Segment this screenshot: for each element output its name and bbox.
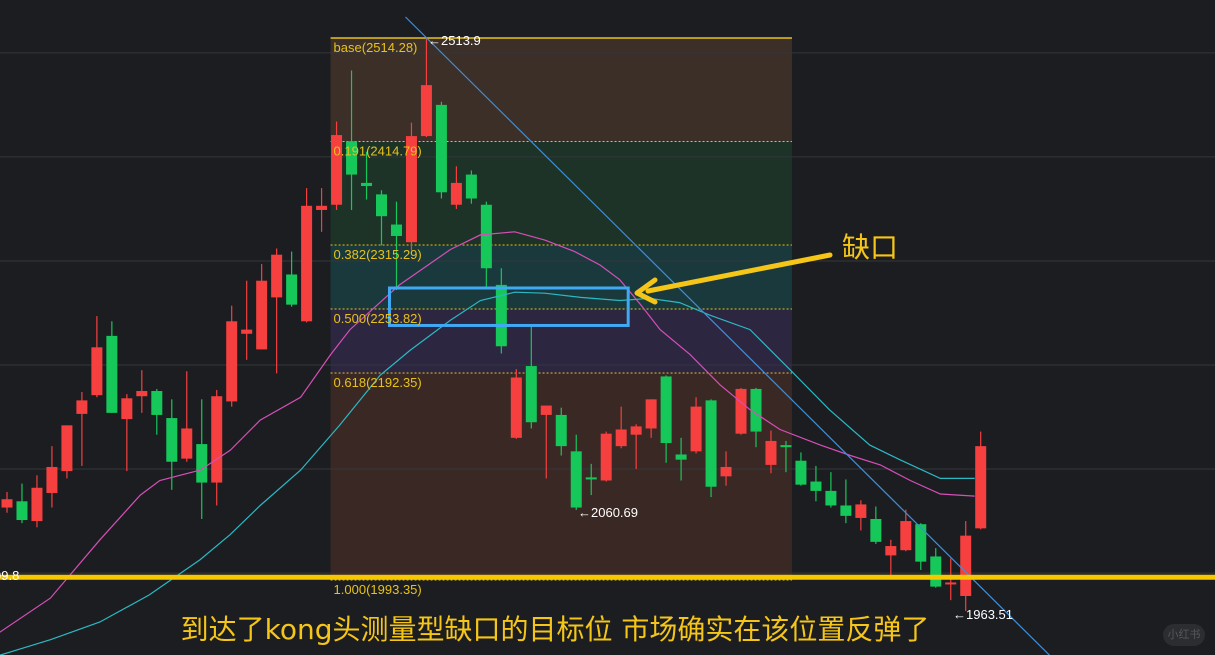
candle-up	[765, 440, 777, 465]
fib-zone	[330, 372, 792, 581]
candle-down	[106, 335, 118, 413]
candles	[1, 38, 987, 612]
candle-down	[196, 444, 208, 483]
candle-up	[690, 406, 702, 452]
candle-up	[76, 400, 88, 414]
candle-down	[840, 505, 852, 516]
fib-label-0500: 0.500(2253.82)	[334, 311, 422, 326]
candle-up	[136, 391, 148, 397]
candle-down	[390, 224, 402, 236]
candle-down	[795, 460, 807, 485]
candle-up	[645, 399, 657, 429]
high-price-label: ←2513.9	[428, 33, 481, 48]
candle-down	[930, 556, 942, 587]
candle-down	[435, 104, 447, 193]
candle-up	[211, 396, 223, 483]
moving-averages	[0, 231, 975, 655]
candle-up	[271, 254, 283, 298]
candle-down	[825, 490, 837, 506]
candle-up	[31, 487, 43, 522]
fib-label-0191: 0.191(2414.79)	[334, 144, 422, 159]
candle-down	[465, 174, 477, 199]
candle-down	[585, 477, 597, 480]
candle-up	[121, 398, 133, 420]
fib-label-1000: 1.000(1993.35)	[334, 582, 422, 597]
swing-low-price-label: ←2060.69	[578, 505, 638, 520]
candle-down	[151, 391, 163, 415]
candle-up	[735, 388, 747, 434]
caption: 到达了kong头测量型缺口的目标位 市场确实在该位置反弹了	[180, 613, 930, 646]
candle-up	[1, 499, 13, 508]
gap-annotation: 缺口	[842, 231, 899, 264]
fib-level-lines	[330, 37, 792, 581]
candle-up	[241, 329, 253, 334]
candle-up	[46, 466, 58, 493]
candle-up	[181, 428, 193, 459]
gap-box	[387, 286, 630, 327]
candle-up	[226, 321, 238, 402]
candle-up	[61, 425, 73, 472]
fib-label-0382: 0.382(2315.29)	[334, 247, 422, 262]
candle-down	[810, 481, 822, 491]
candle-down	[555, 414, 567, 447]
candle-down	[675, 454, 687, 460]
candle-down	[376, 194, 387, 217]
candle-up	[885, 546, 897, 556]
candle-up	[510, 377, 522, 438]
fib-zone	[330, 37, 792, 142]
candle-down	[660, 376, 672, 444]
candle-up	[975, 446, 987, 529]
fib-label-base: base(2514.28)	[334, 40, 418, 55]
axis-price-label: 99.8	[0, 568, 19, 583]
candle-up	[405, 136, 417, 243]
candle-down	[346, 141, 358, 175]
fib-zone	[330, 309, 792, 373]
candle-up	[331, 135, 343, 205]
overlays	[0, 16, 1215, 655]
candle-down	[16, 501, 28, 521]
candle-down	[780, 445, 792, 448]
candle-up	[720, 466, 732, 477]
candle-up	[450, 182, 462, 205]
arrow-head-icon	[634, 277, 658, 305]
fib-zones	[330, 37, 792, 581]
low-price-label: ←1963.51	[953, 607, 1013, 622]
arrow-icon	[645, 252, 833, 294]
candle-up	[900, 521, 912, 551]
candle-down	[361, 182, 373, 187]
candle-down	[870, 518, 882, 542]
candle-up	[316, 205, 328, 210]
candle-down	[480, 204, 492, 269]
candle-up	[960, 535, 972, 596]
candle-up	[945, 582, 957, 585]
candle-down	[166, 418, 178, 462]
ma-line-cyan	[0, 291, 975, 655]
candle-down	[570, 451, 582, 508]
candle-down	[495, 284, 507, 347]
candle-up	[301, 205, 313, 322]
candle-down	[750, 388, 762, 432]
candle-up	[91, 347, 103, 396]
candle-up	[256, 280, 268, 350]
candle-down	[286, 274, 298, 305]
candle-up	[600, 433, 612, 481]
candle-down	[705, 400, 717, 487]
trendline	[405, 16, 1051, 655]
candle-up	[615, 429, 627, 447]
candle-up	[630, 426, 642, 435]
candle-down	[915, 524, 927, 562]
candle-up	[855, 504, 867, 518]
ma-line-pink	[0, 231, 975, 633]
watermark-logo: 小红书	[1163, 624, 1205, 646]
candle-up	[420, 85, 432, 137]
fib-label-0618: 0.618(2192.35)	[334, 375, 422, 390]
candle-up	[540, 405, 552, 415]
candle-down	[525, 366, 537, 423]
